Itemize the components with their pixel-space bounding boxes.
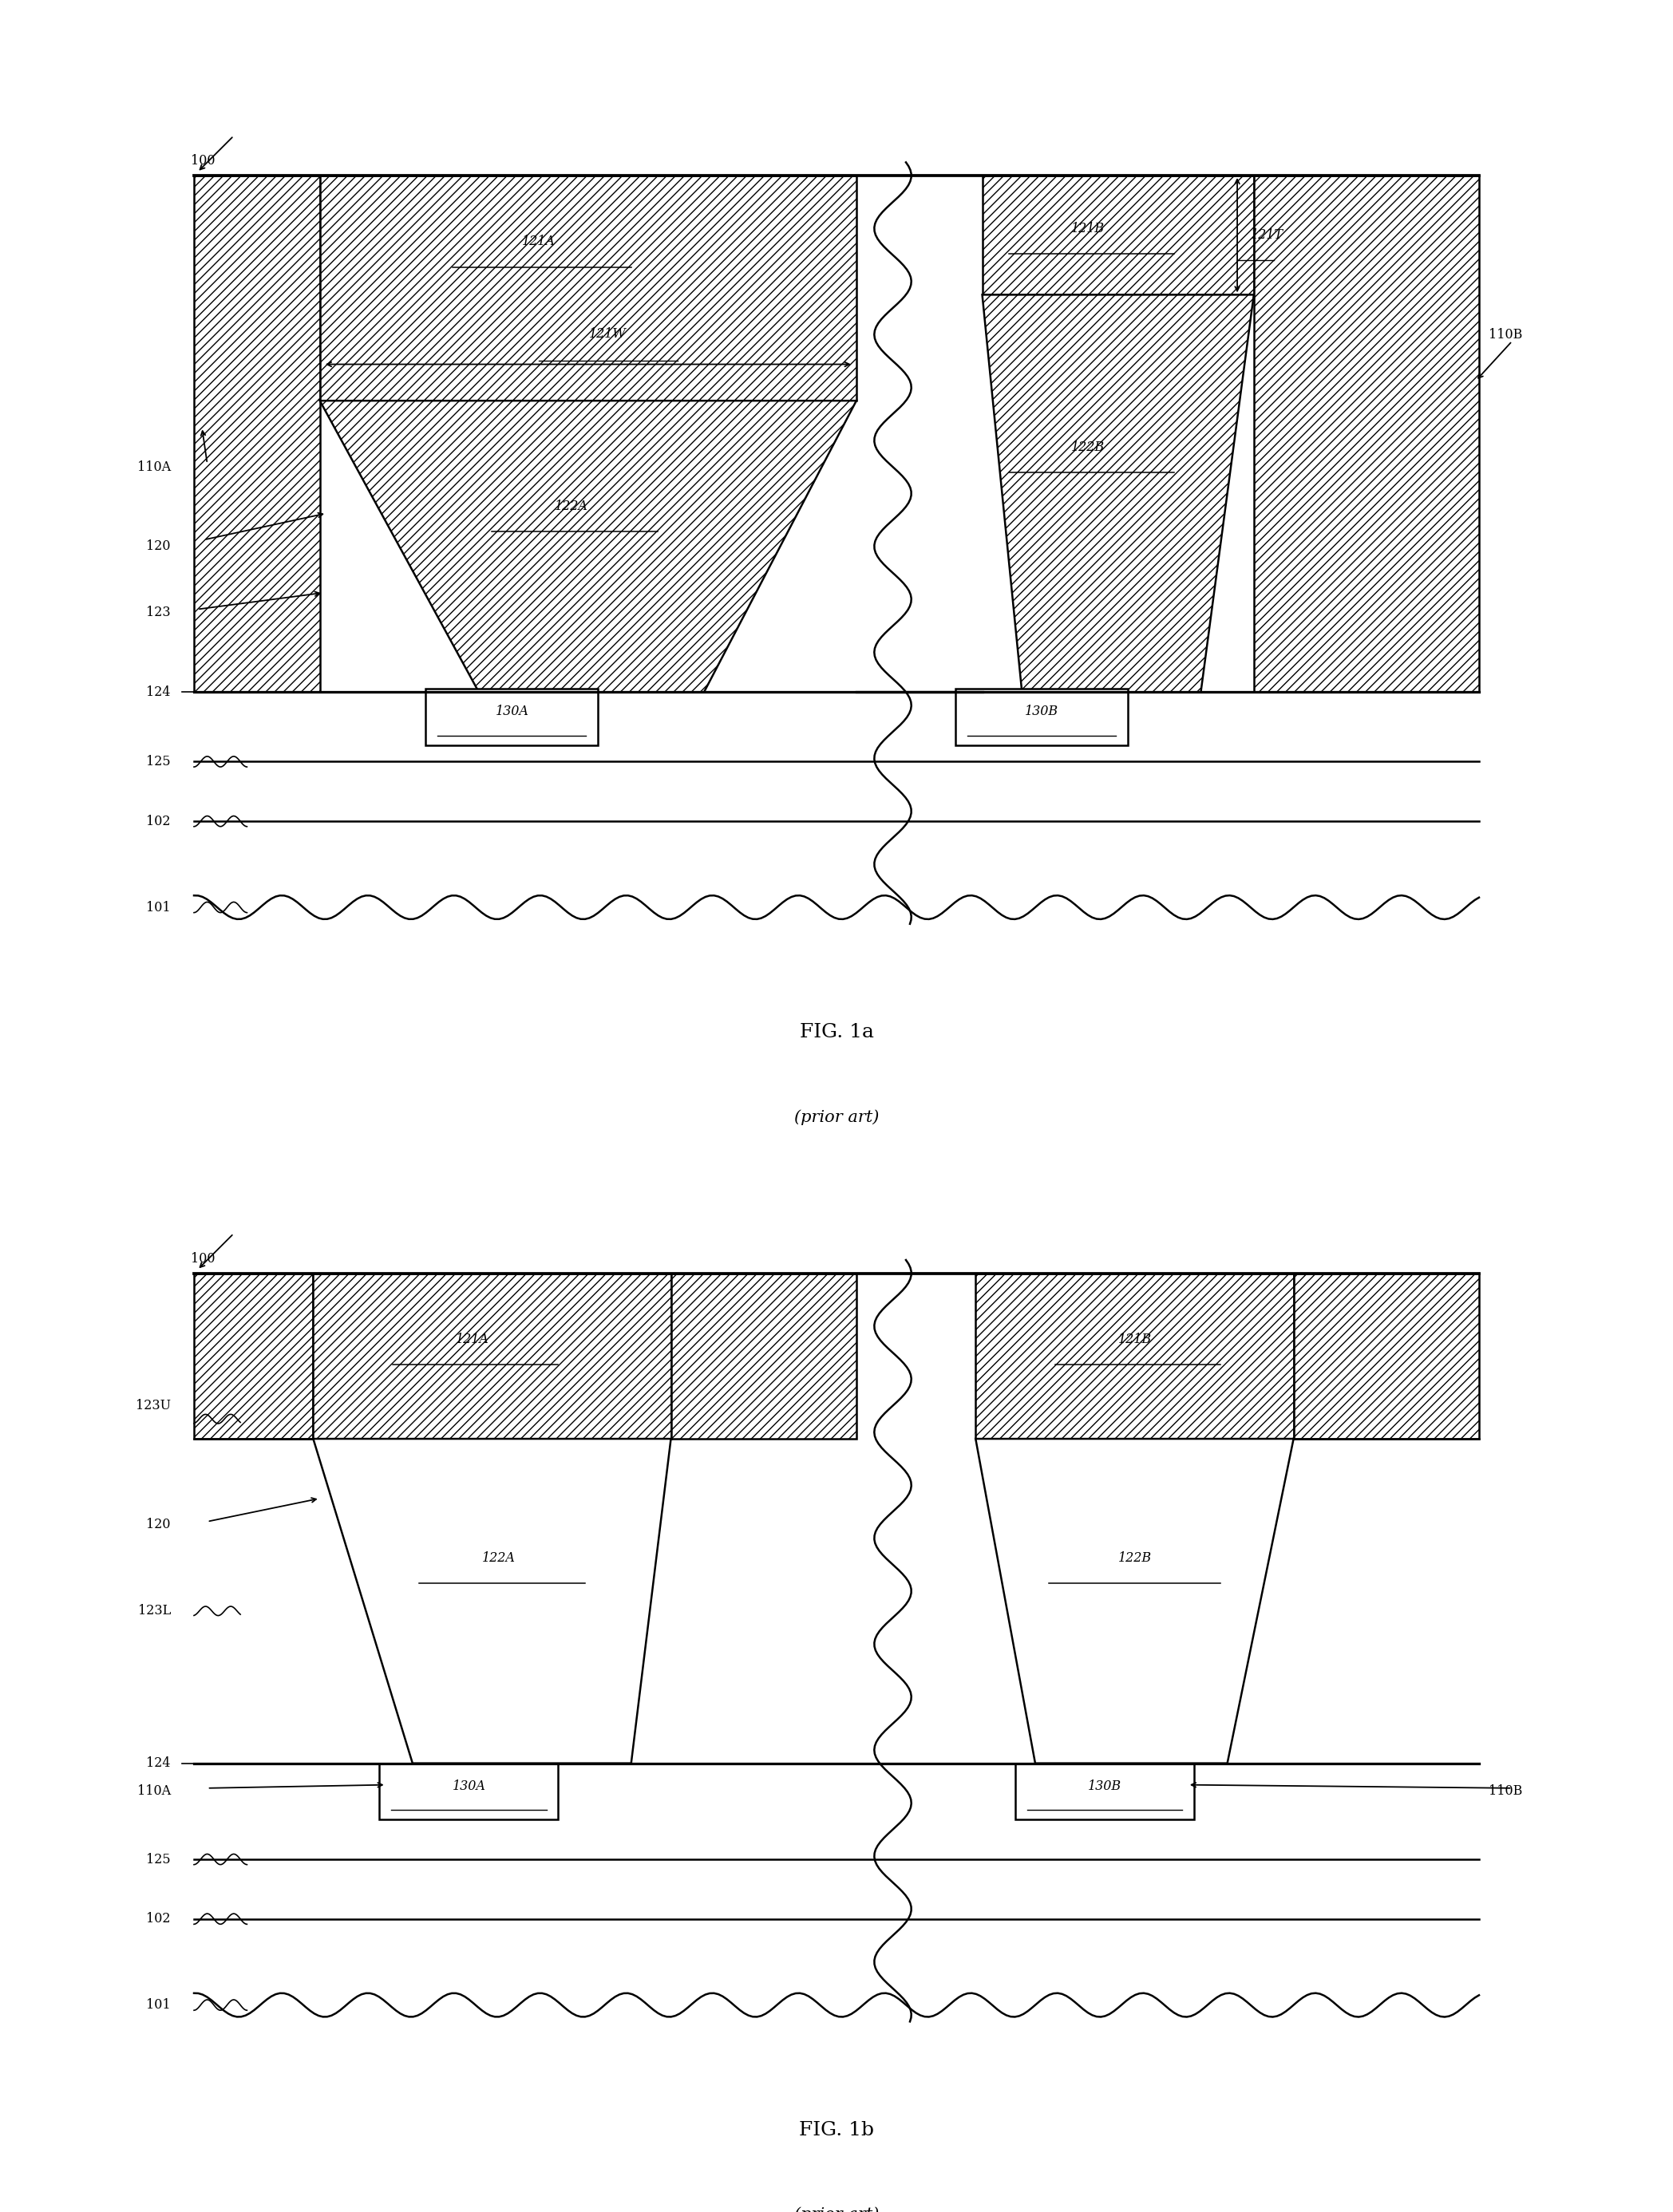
Text: 100: 100: [191, 1252, 216, 1265]
Text: 120: 120: [147, 540, 171, 553]
Text: 102: 102: [147, 814, 171, 827]
Bar: [955, 688, 1128, 745]
Text: FIG. 1b: FIG. 1b: [800, 2121, 873, 2139]
Text: 100: 100: [191, 155, 216, 168]
Text: 122B: 122B: [1071, 440, 1106, 453]
Text: 121B: 121B: [1118, 1332, 1151, 1347]
Text: 122A: 122A: [555, 500, 589, 513]
Text: 125: 125: [146, 754, 171, 768]
Text: 121A: 121A: [522, 234, 555, 248]
Text: 122A: 122A: [482, 1551, 515, 1564]
Polygon shape: [320, 175, 857, 400]
Polygon shape: [982, 175, 1253, 294]
Bar: [194, 1274, 313, 1438]
Polygon shape: [320, 400, 857, 692]
Text: (prior art): (prior art): [795, 2208, 878, 2212]
Text: 123: 123: [146, 606, 171, 619]
Text: (prior art): (prior art): [795, 1108, 878, 1126]
Text: 121W: 121W: [589, 327, 627, 341]
Text: FIG. 1a: FIG. 1a: [800, 1024, 873, 1042]
Text: 130B: 130B: [1026, 706, 1059, 719]
Text: 130B: 130B: [1087, 1778, 1121, 1794]
Text: 130A: 130A: [452, 1778, 485, 1794]
Text: 110B: 110B: [1489, 327, 1522, 341]
Bar: [975, 1274, 1293, 1438]
Text: 121A: 121A: [455, 1332, 489, 1347]
Text: 110A: 110A: [137, 460, 171, 473]
Text: 110B: 110B: [1489, 1785, 1522, 1798]
Text: 123L: 123L: [137, 1604, 171, 1617]
Text: 102: 102: [147, 1911, 171, 1927]
Polygon shape: [194, 175, 320, 692]
Text: 124: 124: [147, 1756, 171, 1770]
Text: 101: 101: [146, 900, 171, 914]
Text: 122B: 122B: [1118, 1551, 1151, 1564]
Text: 120: 120: [147, 1517, 171, 1531]
Bar: [671, 1274, 857, 1438]
Bar: [380, 1763, 559, 1820]
Text: 124: 124: [147, 686, 171, 699]
Text: 123U: 123U: [136, 1398, 171, 1413]
Text: 121B: 121B: [1071, 221, 1106, 234]
Text: 130A: 130A: [495, 706, 529, 719]
Polygon shape: [975, 1438, 1293, 1763]
Text: 121T: 121T: [1250, 228, 1283, 241]
Polygon shape: [313, 1438, 671, 1763]
Bar: [1293, 1274, 1479, 1438]
Bar: [313, 1274, 671, 1438]
Polygon shape: [1253, 175, 1479, 692]
Bar: [1016, 1763, 1195, 1820]
Bar: [427, 688, 597, 745]
Text: 110A: 110A: [137, 1785, 171, 1798]
Polygon shape: [982, 294, 1253, 692]
Text: 125: 125: [146, 1851, 171, 1867]
Text: 101: 101: [146, 1997, 171, 2011]
